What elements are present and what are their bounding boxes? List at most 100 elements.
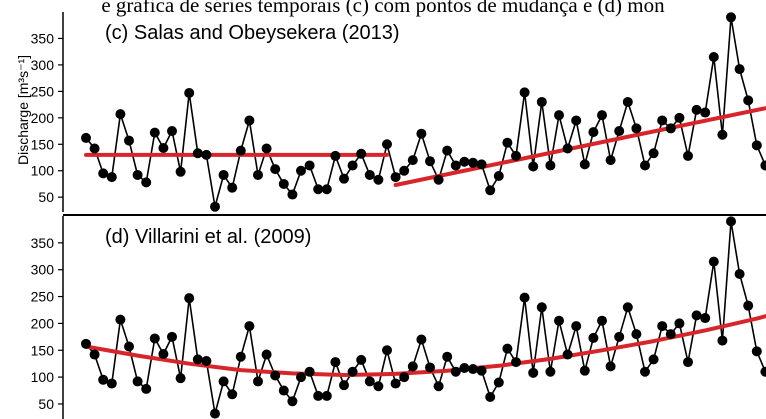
data-point [184,87,195,98]
data-point [356,354,367,365]
data-point [167,331,177,342]
data-point [201,149,212,160]
y-tick-label: 150 [31,136,55,152]
y-tick-label: 200 [31,110,55,126]
data-point [235,145,246,156]
data-point [700,313,711,324]
data-point [442,145,453,156]
data-point [683,357,693,368]
panel-title: (d) Villarini et al. (2009) [105,226,311,248]
y-tick-label: 50 [38,189,54,205]
data-point [313,184,324,195]
data-point [124,341,134,352]
data-point [227,182,238,193]
data-point [253,169,263,180]
data-point [253,376,263,387]
data-point [588,127,599,138]
data-point [218,169,229,180]
data-point [364,376,375,387]
data-point [149,127,160,138]
data-point [502,343,513,354]
data-point [622,302,633,313]
data-point [743,300,754,311]
data-point [425,156,435,167]
data-point [390,378,401,389]
data-point [330,357,341,368]
data-point [399,372,410,383]
data-point [554,110,564,121]
data-point [459,362,470,373]
data-point [468,364,478,375]
data-point [184,293,195,304]
data-point [468,157,478,168]
data-point [674,318,685,329]
data-point [364,169,375,180]
data-point [330,150,341,161]
data-point [287,396,298,407]
data-point [141,383,152,394]
data-point [313,390,324,401]
data-point [218,376,229,387]
data-point [433,381,444,392]
data-point [640,160,650,171]
data-point [485,185,496,196]
data-point [476,365,487,376]
data-point [536,302,547,313]
data-point [571,321,582,332]
data-point [89,349,100,360]
data-point [244,321,255,332]
data-point [442,351,453,362]
y-tick-label: 300 [31,57,55,73]
data-point [270,164,281,175]
data-point [605,361,616,372]
y-tick-label: 100 [31,369,55,385]
data-point [321,184,332,195]
data-point [124,135,134,146]
data-point [631,123,642,134]
data-point [382,139,392,150]
data-point [614,331,625,342]
data-point [493,377,504,388]
data-point [192,148,203,159]
data-point [751,140,762,151]
data-point [235,351,246,362]
data-point [356,148,367,159]
data-point [450,160,461,171]
data-point [519,87,530,98]
data-point [700,107,711,118]
data-point [278,178,289,189]
panel-title: (c) Salas and Obeysekera (2013) [105,22,400,44]
data-point [141,177,152,188]
data-point [665,123,676,134]
data-point [726,12,736,23]
data-point [149,333,160,344]
data-point [597,110,607,121]
data-point [244,115,255,126]
data-point [81,338,91,349]
data-point [321,390,332,401]
data-point [227,389,238,400]
data-point [545,366,556,377]
data-point [450,366,461,377]
data-point [657,115,668,126]
y-tick-label: 350 [31,30,55,46]
data-point [597,315,607,326]
data-point [579,365,590,376]
data-point [691,104,702,115]
data-point [175,373,186,384]
panel-d-villarini: 50 100 150 200 250 300 350 (d) Villarini et al.… [31,214,766,419]
data-point [622,96,633,107]
data-point [760,366,766,377]
figure-caption: e gráfica de séries temporais (c) com po… [101,0,665,17]
data-point [631,329,642,340]
data-point [201,356,212,366]
data-point [485,391,496,402]
data-point [339,173,349,184]
data-point [270,370,281,381]
data-point [373,174,384,185]
data-point [304,366,315,377]
data-point [519,292,530,303]
y-tick-label: 350 [31,235,55,251]
data-point [373,381,384,392]
data-point [132,169,143,180]
